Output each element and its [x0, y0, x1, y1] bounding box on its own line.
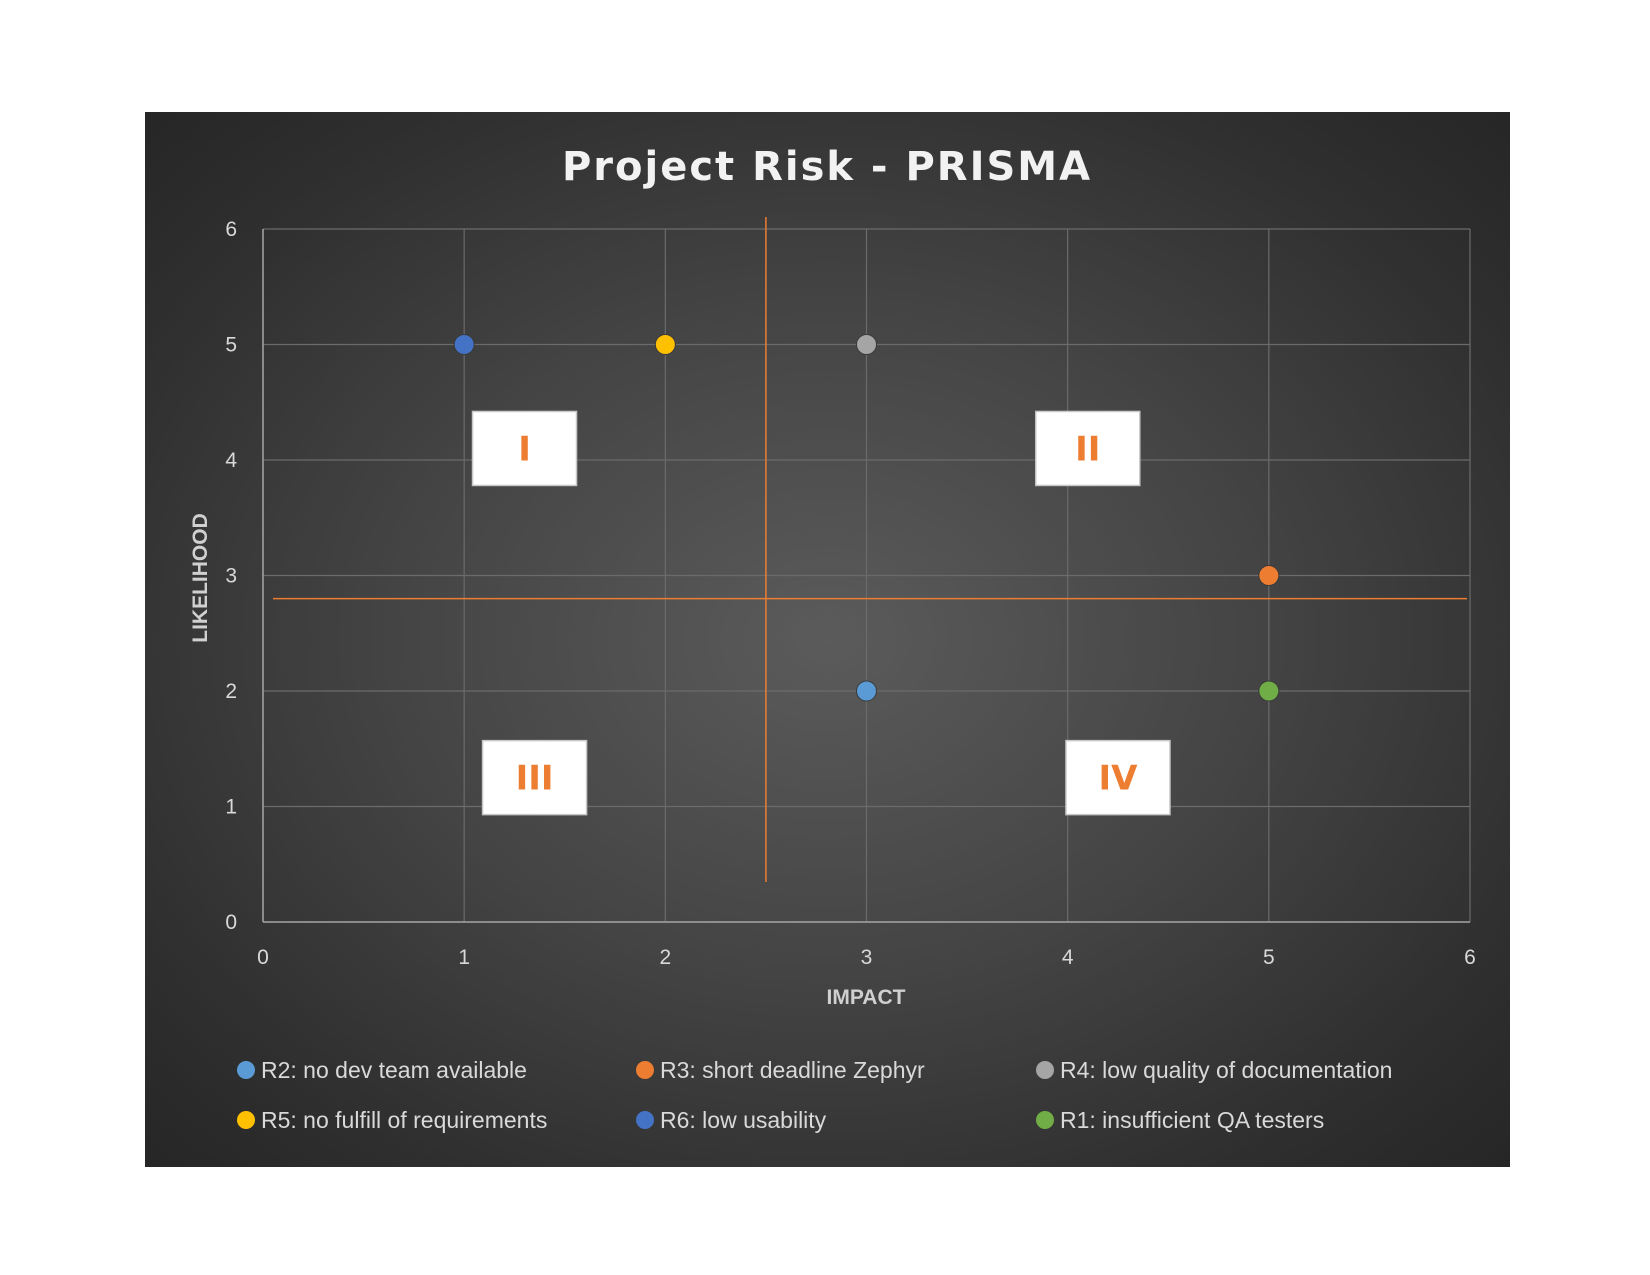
legend: R2: no dev team available R3: short deadl…: [237, 1057, 1392, 1133]
data-point-6: [1258, 680, 1280, 702]
data-point-4: [654, 334, 676, 355]
legend-label: R6: low usability: [660, 1107, 827, 1133]
legend-label: R2: no dev team available: [261, 1057, 527, 1083]
data-point-5: [453, 334, 475, 355]
chart-title: Project Risk - PRISMA: [562, 144, 1092, 190]
legend-marker: [237, 1061, 255, 1079]
points-layer: [453, 334, 1280, 702]
quadrant-label-box: [481, 739, 588, 816]
y-axis-title: LIKELIHOOD: [189, 513, 212, 643]
quadrant-label-box: [1035, 410, 1141, 487]
x-tick-label: 5: [1263, 946, 1275, 969]
legend-marker: [237, 1111, 255, 1129]
x-tick-label: 6: [1464, 946, 1476, 969]
y-tick-label: 6: [225, 218, 237, 241]
legend-item: R2: no dev team available: [237, 1057, 527, 1083]
y-tick-label: 0: [225, 911, 237, 934]
quadrant-label-box: [471, 410, 578, 487]
data-point-2: [1258, 565, 1280, 586]
data-point-3: [856, 334, 877, 355]
quadrant-label-box: [1065, 739, 1171, 816]
legend-item: R3: short deadline Zephyr: [636, 1057, 925, 1083]
legend-item: R4: low quality of documentation: [1036, 1057, 1392, 1083]
legend-label: R3: short deadline Zephyr: [660, 1057, 925, 1083]
quadrant-label-II: II: [1035, 410, 1141, 487]
y-tick-label: 1: [225, 796, 237, 819]
x-tick-label: 1: [458, 946, 470, 969]
x-tick-label: 3: [861, 946, 873, 969]
y-tick-label: 2: [225, 680, 237, 703]
quadrant-label-I: I: [471, 410, 578, 487]
legend-item: R5: no fulfill of requirements: [237, 1107, 547, 1133]
legend-label: R4: low quality of documentation: [1060, 1057, 1392, 1083]
legend-marker: [1036, 1061, 1054, 1079]
data-point-1: [856, 680, 877, 702]
x-tick-label: 2: [659, 946, 671, 969]
y-tick-label: 3: [225, 565, 237, 588]
y-tick-label: 5: [225, 334, 237, 357]
legend-label: R1: insufficient QA testers: [1060, 1107, 1324, 1133]
legend-marker: [636, 1061, 654, 1079]
legend-label: R5: no fulfill of requirements: [261, 1107, 547, 1133]
y-tick-label: 4: [225, 449, 237, 472]
quadrant-label-III: III: [481, 739, 588, 816]
x-axis-title: IMPACT: [827, 986, 906, 1009]
quadrant-label-text: I: [518, 429, 531, 469]
legend-marker: [636, 1111, 654, 1129]
quadrant-label-text: III: [516, 759, 554, 799]
grid-layer: 0 1 2 3 4 5 6 0 1 2 3 4 5 6: [225, 218, 1476, 969]
legend-marker: [1036, 1111, 1054, 1129]
x-tick-label: 0: [257, 946, 269, 969]
x-tick-label: 4: [1062, 946, 1074, 969]
legend-item: R6: low usability: [636, 1107, 827, 1133]
legend-item: R1: insufficient QA testers: [1036, 1107, 1324, 1133]
quadrant-label-text: II: [1075, 429, 1100, 469]
quadrant-label-text: IV: [1098, 759, 1138, 799]
quadrant-label-IV: IV: [1065, 739, 1171, 816]
